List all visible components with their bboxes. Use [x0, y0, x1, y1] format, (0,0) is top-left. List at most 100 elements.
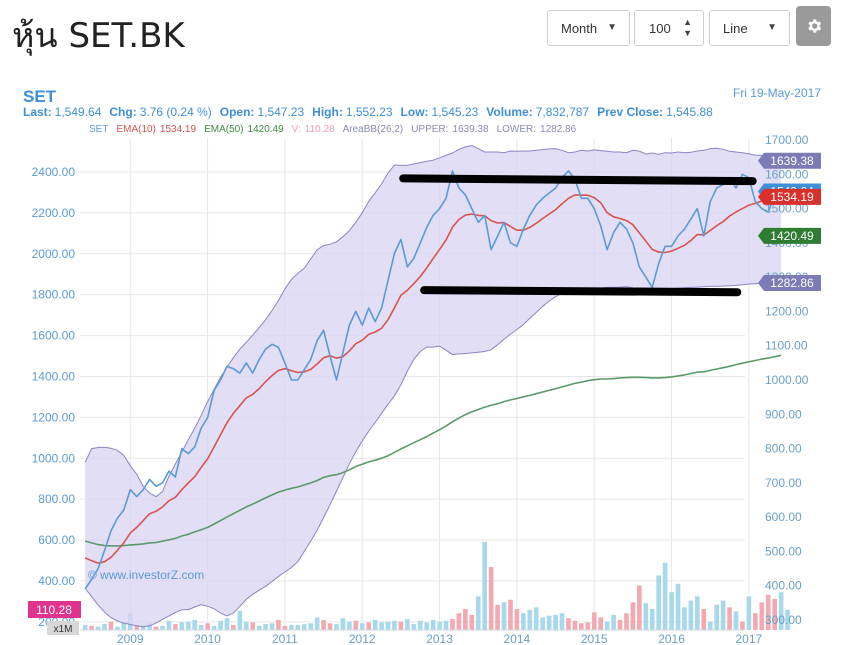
legend-label: LOWER:: [497, 124, 536, 135]
y-right-tick-label: 300.00: [765, 613, 802, 627]
legend-label: SET: [89, 124, 108, 135]
volume-bar: [759, 602, 765, 630]
volume-bar: [701, 609, 707, 630]
volume-bar: [669, 592, 674, 630]
legend-value: 1534.19: [160, 124, 197, 135]
x-tick-label: 2015: [581, 632, 608, 645]
y-left-tick-label: 400.00: [38, 574, 75, 588]
volume-bar: [437, 621, 442, 630]
y-left-tick-label: 2200.00: [32, 206, 76, 220]
volume-bar: [727, 607, 732, 630]
price-tag: [758, 227, 821, 244]
y-left-tick-label: 1600.00: [32, 329, 76, 343]
legend-label: EMA(50): [204, 124, 243, 135]
quote-value: 7,832,787: [536, 105, 590, 119]
volume-bar: [115, 626, 120, 630]
chevron-down-icon: ▼: [607, 22, 617, 33]
legend-value: 1420.49: [248, 124, 285, 135]
y-right-tick-label: 400.00: [765, 579, 802, 593]
volume-bar: [82, 624, 88, 630]
volume-bar: [695, 596, 700, 630]
y-left-tick-label: 600.00: [38, 533, 75, 547]
y-left-tick-label: 2400.00: [32, 165, 76, 179]
volume-bar: [572, 620, 578, 630]
volume-bar: [173, 624, 178, 630]
volume-bar: [430, 619, 436, 630]
legend-label: V:: [292, 124, 301, 135]
volume-value-tag: [28, 601, 81, 618]
volume-bar: [295, 624, 301, 630]
settings-button[interactable]: [796, 6, 831, 46]
volume-bar: [160, 625, 165, 630]
quote-label: Low:: [401, 105, 429, 119]
stepper-arrows-icon[interactable]: ▲ ▼: [683, 17, 692, 38]
x-tick-label: 2012: [349, 632, 376, 645]
volume-bar: [276, 619, 281, 630]
quote-value: 1,545.88: [666, 105, 713, 119]
ema50-line: [84, 354, 782, 547]
period-select[interactable]: Month ▼: [547, 10, 630, 46]
volume-bar: [688, 600, 694, 630]
volume-bar: [662, 562, 668, 630]
y-left-tick-label: 1000.00: [32, 451, 76, 465]
price-tag-label: 1420.49: [770, 229, 814, 243]
volume-bar: [243, 621, 249, 630]
y-right-tick-label: 1100.00: [765, 339, 808, 353]
volume-bar: [637, 585, 642, 630]
volume-bar: [714, 604, 719, 630]
y-left-tick-label: 2000.00: [32, 247, 76, 261]
count-stepper-value: 100: [649, 20, 671, 36]
quote-value: 1,549.64: [55, 105, 102, 119]
y-right-tick-label: 1200.00: [765, 304, 809, 318]
annotation-line: [399, 174, 757, 186]
volume-bar: [340, 618, 346, 630]
quote-label: Open:: [220, 105, 255, 119]
watermark: © www.investorZ.com: [88, 568, 204, 582]
volume-bar: [521, 613, 526, 630]
volume-bar: [334, 624, 339, 630]
count-stepper[interactable]: 100 ▲ ▼: [634, 10, 704, 46]
chart-type-select-value: Line: [723, 20, 748, 36]
page-title: หุ้น SET.BK: [12, 16, 185, 56]
volume-bar: [179, 622, 185, 630]
volume-bar: [463, 609, 468, 630]
volume-bar: [624, 613, 629, 630]
y-left-tick-label: 1400.00: [32, 369, 76, 383]
volume-bar: [205, 623, 210, 630]
volume-bar: [289, 624, 294, 630]
bollinger-upper-line: [84, 144, 782, 498]
volume-bars: [82, 541, 790, 630]
volume-bar: [566, 618, 571, 630]
volume-bar: [282, 625, 288, 630]
volume-bar: [353, 620, 359, 630]
legend-row: SET EMA(10) 1534.19 EMA(50) 1420.49 V: 110.28 A…: [89, 124, 577, 135]
axes: 200.00400.00600.00800.001000.001200.0014…: [32, 133, 809, 645]
volume-bar: [591, 612, 597, 630]
bollinger-fill: [85, 145, 782, 627]
volume-bar: [656, 575, 661, 630]
volume-bar: [746, 596, 752, 630]
quote-value: 1,545.23: [432, 105, 479, 119]
volume-bar: [579, 623, 584, 630]
price-tag-label: 1282.86: [770, 276, 814, 290]
volume-bar: [540, 617, 546, 630]
volume-bar: [327, 623, 333, 630]
price-tag: [758, 275, 821, 292]
volume-bar: [198, 624, 204, 630]
volume-bar: [546, 615, 552, 630]
x-tick-label: 2013: [426, 632, 453, 645]
quote-label: Chg:: [109, 105, 136, 119]
gear-icon: [807, 19, 821, 33]
volume-bar: [778, 592, 784, 630]
legend-value: 1639.38: [452, 124, 489, 135]
ema10-line: [84, 194, 782, 564]
legend-value: 1282.86: [540, 124, 577, 135]
price-tag: [758, 152, 821, 169]
x-tick-label: 2016: [658, 632, 685, 645]
chart-type-select[interactable]: Line ▼: [709, 10, 790, 46]
annotations: [399, 174, 757, 297]
legend-label: AreaBB(26,2): [343, 124, 404, 135]
volume-bar: [682, 607, 687, 630]
